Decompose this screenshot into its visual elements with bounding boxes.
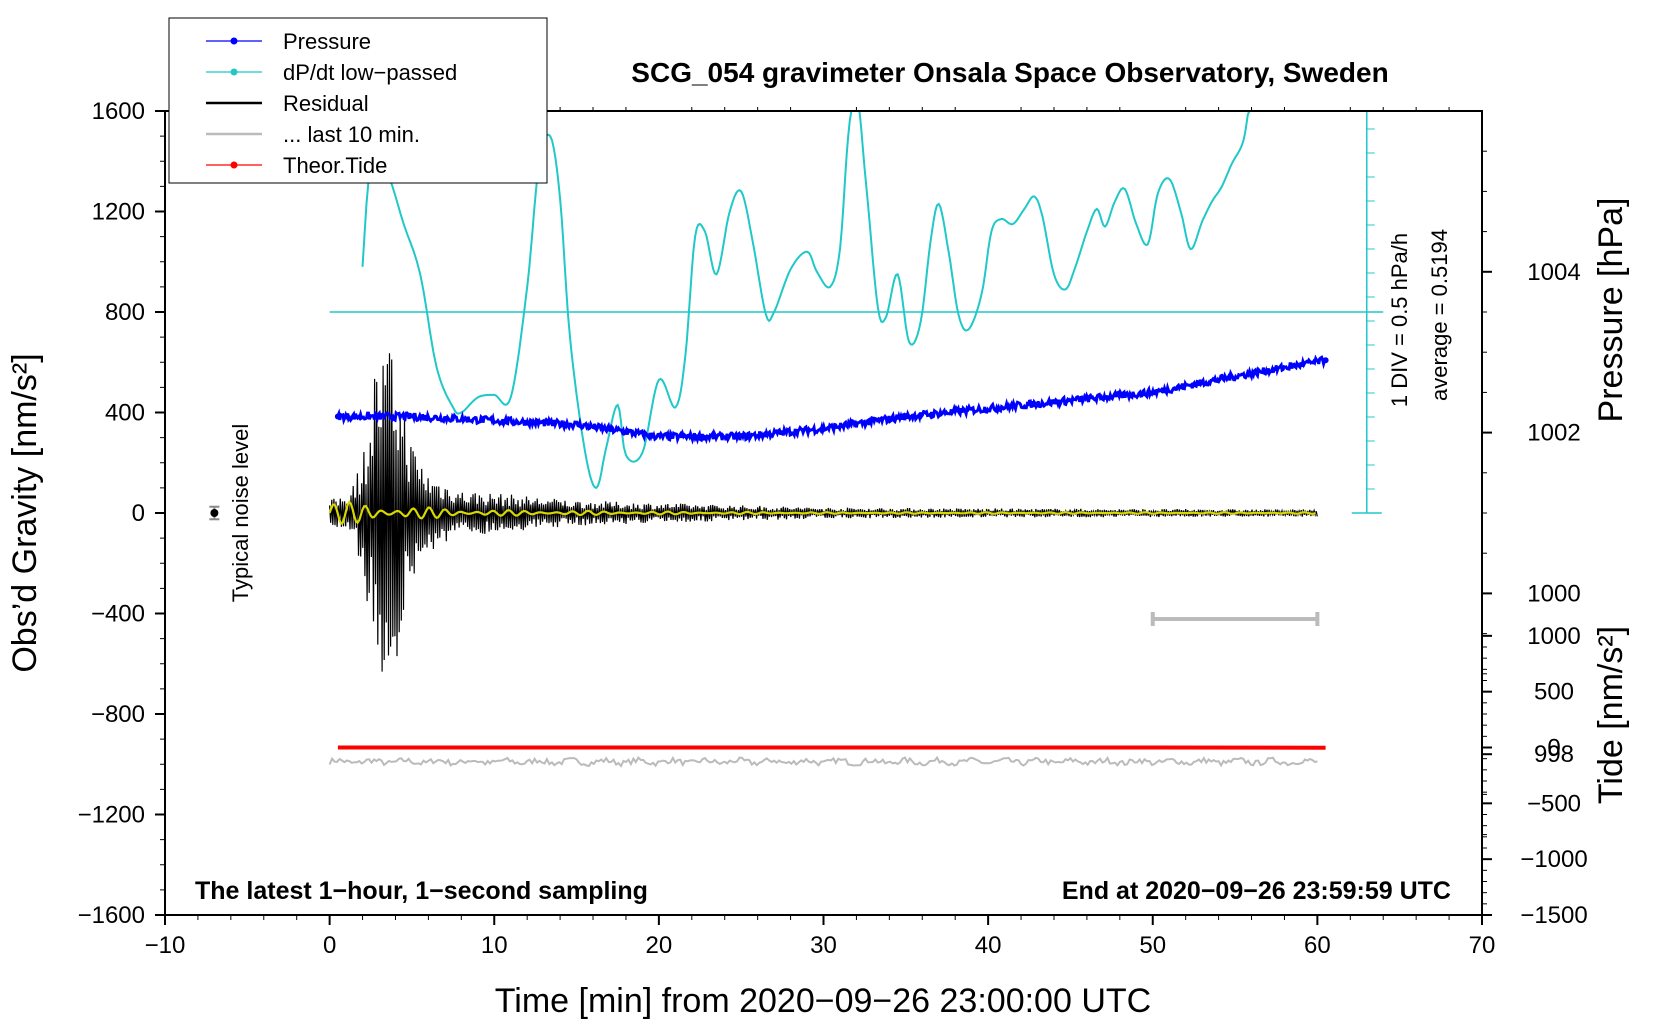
legend-label: Residual [283, 91, 369, 116]
legend-label: Pressure [283, 29, 371, 54]
x-tick-label: −10 [145, 932, 186, 959]
y-tick-label: 800 [105, 299, 145, 326]
y-tick-label: −800 [91, 701, 145, 728]
noise-point [210, 509, 219, 517]
tide-tick-label: 0 [1547, 735, 1560, 762]
y-tick-label: −1600 [78, 902, 145, 929]
legend-label: Theor.Tide [283, 153, 387, 178]
x-tick-label: 20 [646, 932, 673, 959]
x-tick-label: 70 [1469, 932, 1496, 959]
dpdt-line [361, 111, 1285, 490]
note-left: The latest 1−hour, 1−second sampling [195, 877, 648, 905]
tide-tick-label: −1500 [1520, 902, 1587, 929]
y-tick-label: 1600 [92, 98, 145, 125]
pressure-axis-title: Pressure [hPa] [1592, 198, 1630, 423]
tide-axis-title: Tide [nm/s²] [1592, 626, 1630, 804]
pressure-line [336, 354, 1327, 445]
dpdt-average-label: average = 0.5194 [1427, 229, 1452, 401]
legend-marker [230, 161, 238, 169]
y-tick-label: −1200 [78, 802, 145, 829]
legend-box [168, 17, 548, 184]
pressure-tick-label: 1004 [1527, 259, 1580, 286]
note-right: End at 2020−09−26 23:59:59 UTC [1062, 877, 1451, 905]
residual-lowpass-line [328, 500, 1316, 526]
x-tick-label: 50 [1139, 932, 1166, 959]
tide-tick-label: −500 [1527, 790, 1581, 817]
dpdt-div-label: 1 DIV = 0.5 hPa/h [1387, 233, 1412, 407]
y-tick-label: 1200 [92, 199, 145, 226]
pressure-tick-label: 1002 [1527, 420, 1580, 447]
last10-trace [328, 755, 1318, 768]
pressure-tick-label: 998 [1534, 741, 1574, 768]
y-tick-label: 0 [132, 500, 145, 527]
x-axis-title: Time [min] from 2020−09−26 23:00:00 UTC [495, 982, 1151, 1020]
tide-tick-label: 500 [1534, 679, 1574, 706]
y-tick-label: 400 [105, 400, 145, 427]
x-tick-label: 10 [481, 932, 508, 959]
x-tick-label: 60 [1304, 932, 1331, 959]
legend-label: ... last 10 min. [283, 122, 420, 147]
pressure-point [334, 413, 341, 420]
y-axis-title: Obs’d Gravity [nm/s²] [6, 353, 44, 672]
legend-marker [230, 37, 238, 45]
legend-marker [230, 68, 238, 76]
legend-label: dP/dt low−passed [283, 60, 457, 85]
x-tick-label: 0 [323, 932, 336, 959]
pressure-tick-label: 1000 [1527, 580, 1580, 607]
plot-layer [209, 111, 1384, 768]
x-tick-label: 40 [975, 932, 1002, 959]
y-tick-label: −400 [91, 601, 145, 628]
legend: Pressure dP/dt low−passed Residual ... last… [168, 17, 548, 184]
pressure-point [1322, 357, 1329, 364]
tide-tick-label: 1000 [1527, 623, 1580, 650]
noise-level-label: Typical noise level [228, 424, 253, 603]
tide-tick-label: −1000 [1520, 846, 1587, 873]
chart-title: SCG_054 gravimeter Onsala Space Observat… [631, 57, 1388, 88]
x-tick-label: 30 [810, 932, 837, 959]
